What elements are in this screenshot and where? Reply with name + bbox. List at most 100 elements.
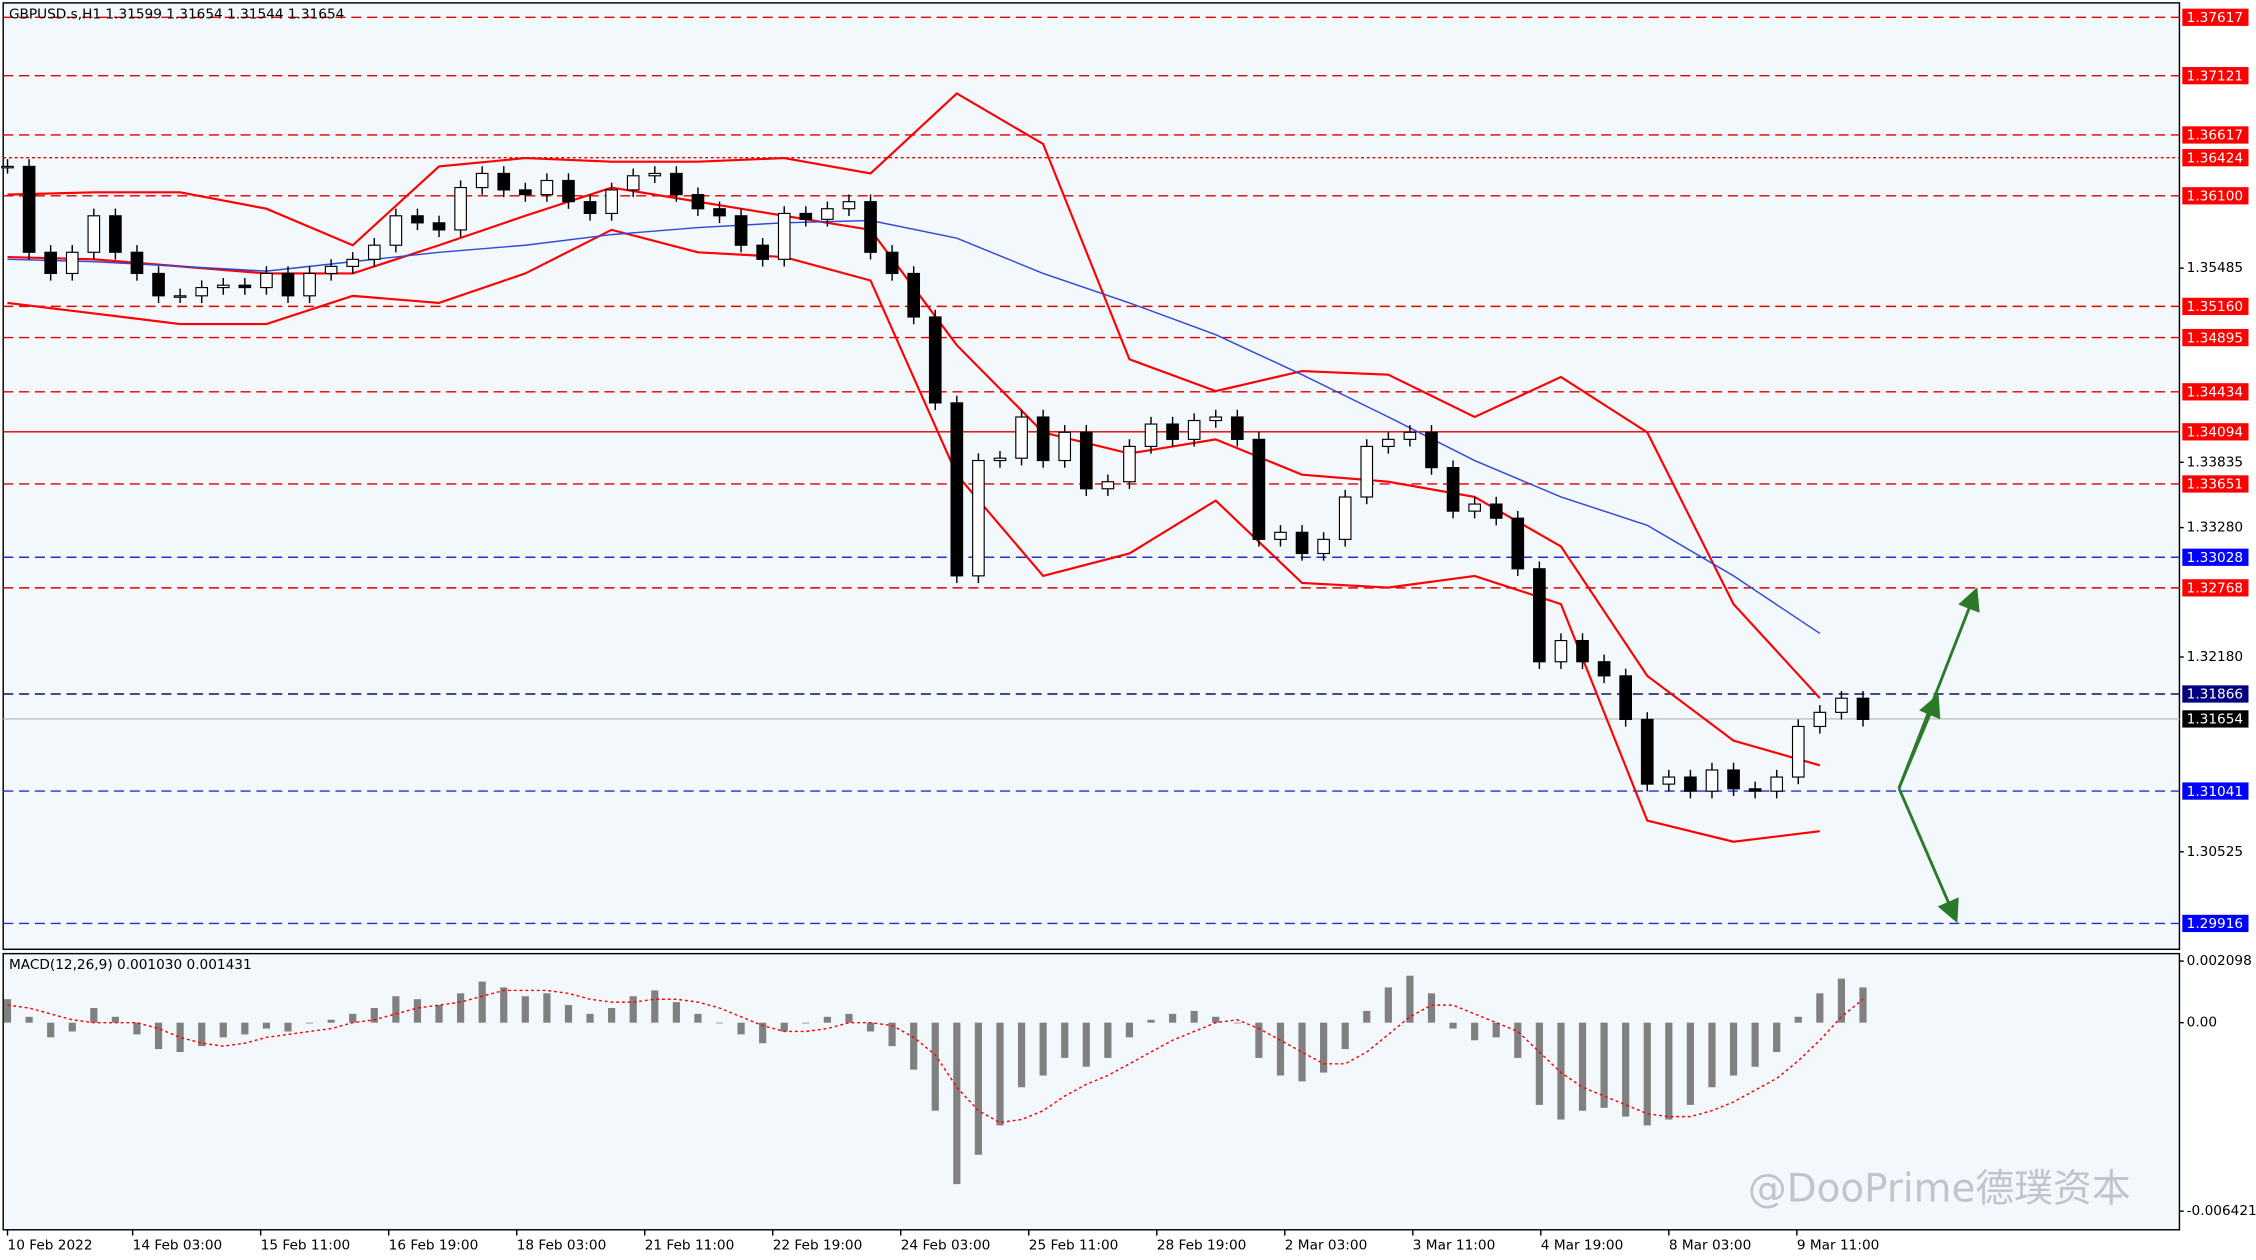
candle [885, 251, 899, 275]
macd-bar [823, 1016, 831, 1023]
macd-bar [241, 1022, 249, 1035]
macd-bar [629, 996, 637, 1023]
macd-bar [1147, 1019, 1155, 1023]
level-label: 1.34434 [2182, 383, 2249, 401]
band-line [7, 92, 1821, 699]
macd-bar [1665, 1022, 1673, 1120]
x-tick-label: 2 Mar 03:00 [1285, 1238, 1368, 1254]
x-tick-label: 3 Mar 11:00 [1413, 1238, 1496, 1254]
macd-bar [888, 1022, 896, 1047]
candle [389, 215, 403, 246]
macd-bar [1212, 1016, 1220, 1023]
macd-bar [1816, 993, 1824, 1023]
level-label-text: 1.32768 [2187, 581, 2243, 597]
candle [907, 272, 921, 318]
macd-bar [608, 1007, 616, 1023]
candle [1662, 776, 1676, 785]
candle [454, 186, 467, 231]
macd-bar [543, 993, 551, 1023]
macd-bar [1341, 1022, 1349, 1050]
macd-bar [564, 1005, 573, 1023]
macd-bar [586, 1013, 594, 1023]
level-label-bg [2182, 685, 2249, 703]
candle [303, 272, 316, 297]
y-tick-label: 1.30525 [2187, 844, 2243, 860]
candle [497, 172, 511, 191]
macd-bar [1600, 1022, 1608, 1108]
x-tick-label: 15 Feb 11:00 [261, 1238, 351, 1254]
macd-bar [90, 1007, 98, 1023]
macd-bar [651, 990, 659, 1023]
level-label: 1.37121 [2182, 67, 2249, 84]
level-label: 1.37617 [2182, 8, 2249, 26]
macd-bar [413, 999, 422, 1023]
macd-bar [1104, 1022, 1112, 1058]
level-label-bg [2182, 149, 2249, 167]
candle [1403, 431, 1417, 440]
candle [260, 272, 273, 289]
candle [1856, 697, 1870, 720]
macd-bar [1729, 1022, 1738, 1076]
candle [1360, 445, 1374, 498]
candle [713, 208, 726, 217]
y-tick-label: 1.35485 [2187, 260, 2243, 276]
candle [626, 175, 640, 191]
macd-bar [1039, 1022, 1047, 1076]
macd-bar [737, 1022, 745, 1035]
y-tick-label: 1.33280 [2187, 520, 2243, 536]
candle [950, 402, 964, 577]
level-label-bg [2182, 782, 2249, 800]
macd-bar [435, 1005, 443, 1023]
candle [821, 208, 834, 220]
candle [1468, 503, 1481, 512]
macd-bar [1125, 1022, 1134, 1038]
candle [1144, 423, 1158, 447]
level-label-bg [2182, 579, 2249, 597]
macd-bar [715, 1022, 724, 1024]
candle [1058, 431, 1072, 462]
level-label-bg [2182, 126, 2249, 144]
macd-bar [780, 1022, 788, 1032]
level-label-text: 1.33028 [2187, 550, 2243, 566]
candle [842, 201, 856, 210]
level-label: 1.31654 [2182, 710, 2249, 728]
macd-bar [1535, 1022, 1543, 1105]
candle [44, 251, 57, 275]
candle [1015, 416, 1028, 459]
macd-bar [176, 1022, 184, 1053]
macd-bar [262, 1022, 271, 1029]
macd-bar [500, 987, 508, 1023]
macd-y-tick-label: 0.00 [2187, 1015, 2217, 1031]
candle [540, 179, 554, 196]
macd-bar [1773, 1022, 1781, 1053]
candle [281, 272, 295, 297]
y-tick-label: 1.32180 [2187, 649, 2243, 665]
macd-bar [802, 1022, 810, 1024]
macd-bar [1492, 1022, 1500, 1038]
candle [1791, 725, 1805, 778]
macd-bar [25, 1016, 33, 1023]
level-label: 1.32768 [2182, 579, 2249, 597]
candle [1036, 416, 1050, 462]
candle [756, 244, 769, 260]
watermark: @DooPrime德璞资本 [1748, 1166, 2131, 1211]
macd-bar [349, 1013, 357, 1023]
candle [605, 189, 618, 215]
candle [1576, 639, 1589, 663]
candle [1748, 788, 1762, 792]
macd-bar [931, 1022, 939, 1111]
x-tick-label: 21 Feb 11:00 [645, 1238, 735, 1254]
candle [1684, 776, 1697, 792]
level-label-text: 1.36424 [2187, 150, 2243, 166]
macd-bar [1233, 1022, 1241, 1024]
axes: 1.35485 1.33835 1.33280 1.32180 1.30525 1.376… [6, 8, 2256, 1254]
level-label-text: 1.31041 [2187, 784, 2243, 800]
candle [648, 172, 662, 177]
candle [928, 316, 942, 404]
candle [87, 215, 101, 253]
macd-bar [1708, 1022, 1716, 1088]
macd-bar [910, 1022, 918, 1070]
candle [1101, 481, 1115, 490]
macd-bar [392, 996, 400, 1023]
